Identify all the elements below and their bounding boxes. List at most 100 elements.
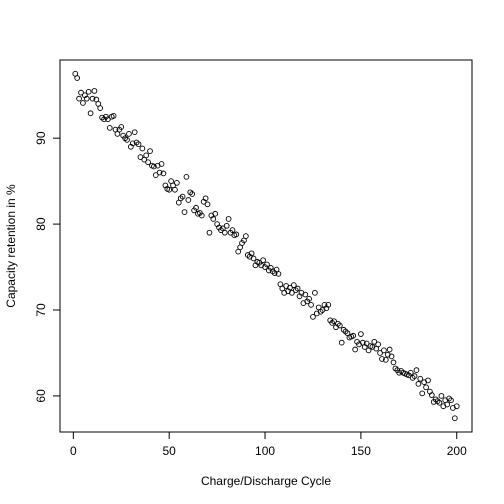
point bbox=[250, 255, 257, 262]
point bbox=[110, 112, 117, 119]
point bbox=[91, 88, 98, 94]
y-tick-label: 60 bbox=[34, 389, 48, 403]
point bbox=[76, 95, 82, 102]
point bbox=[223, 222, 230, 229]
point bbox=[275, 271, 282, 277]
point bbox=[413, 367, 420, 373]
y-tick-label: 90 bbox=[34, 131, 48, 145]
point bbox=[243, 233, 249, 239]
point bbox=[451, 415, 458, 422]
point bbox=[436, 399, 443, 406]
point bbox=[388, 353, 395, 360]
point bbox=[386, 346, 393, 353]
y-tick-label: 80 bbox=[34, 217, 48, 231]
point bbox=[181, 209, 188, 215]
point bbox=[89, 95, 96, 102]
point bbox=[145, 159, 151, 166]
plot-box bbox=[59, 59, 473, 433]
x-tick-label: 150 bbox=[351, 444, 371, 458]
point bbox=[382, 356, 389, 363]
point bbox=[325, 301, 332, 308]
point bbox=[193, 204, 199, 211]
point bbox=[183, 173, 190, 180]
point bbox=[210, 216, 217, 222]
point bbox=[166, 186, 173, 193]
point bbox=[229, 227, 236, 233]
point bbox=[289, 289, 295, 296]
point bbox=[126, 131, 132, 137]
point bbox=[444, 401, 451, 408]
point bbox=[221, 229, 228, 236]
point bbox=[147, 148, 153, 154]
point bbox=[139, 145, 146, 152]
point bbox=[85, 88, 92, 95]
point bbox=[358, 331, 364, 337]
point bbox=[302, 291, 309, 298]
point bbox=[375, 341, 381, 348]
x-axis-label: Charge/Discharge Cycle bbox=[201, 474, 331, 488]
point bbox=[379, 356, 385, 362]
point bbox=[160, 170, 167, 177]
point bbox=[248, 250, 255, 257]
point bbox=[189, 191, 196, 197]
point bbox=[206, 229, 213, 236]
x-tick-label: 200 bbox=[447, 444, 467, 458]
point bbox=[137, 154, 144, 160]
point bbox=[308, 301, 314, 308]
point bbox=[97, 105, 104, 111]
point bbox=[306, 295, 312, 302]
x-tick-label: 100 bbox=[255, 444, 275, 458]
point bbox=[260, 257, 266, 264]
point bbox=[83, 95, 90, 102]
point bbox=[310, 314, 316, 320]
point bbox=[78, 89, 84, 96]
point bbox=[156, 169, 163, 176]
point bbox=[338, 339, 345, 346]
point bbox=[294, 285, 301, 292]
point bbox=[151, 163, 157, 170]
point bbox=[331, 318, 337, 325]
point bbox=[131, 129, 138, 136]
point bbox=[87, 110, 94, 117]
point bbox=[179, 193, 186, 200]
point bbox=[290, 282, 297, 288]
point bbox=[233, 231, 240, 238]
point bbox=[407, 369, 414, 376]
point bbox=[363, 340, 370, 347]
point bbox=[371, 338, 378, 345]
point bbox=[453, 403, 460, 410]
point bbox=[198, 212, 205, 219]
point bbox=[185, 197, 192, 203]
point bbox=[212, 210, 219, 217]
y-axis-label: Capacity retention in % bbox=[4, 184, 18, 308]
x-tick-label: 50 bbox=[163, 444, 177, 458]
point bbox=[390, 359, 397, 366]
point bbox=[415, 381, 422, 387]
point bbox=[204, 201, 211, 208]
point bbox=[411, 373, 418, 380]
point bbox=[225, 216, 232, 222]
point bbox=[74, 75, 81, 81]
point bbox=[158, 161, 165, 167]
point bbox=[135, 141, 142, 148]
y-tick-label: 70 bbox=[34, 303, 48, 317]
point bbox=[104, 116, 111, 123]
point bbox=[419, 390, 426, 397]
point bbox=[377, 350, 383, 356]
point bbox=[152, 172, 159, 178]
point bbox=[417, 375, 424, 382]
point bbox=[336, 322, 343, 329]
point bbox=[80, 100, 86, 106]
point bbox=[202, 195, 209, 202]
point bbox=[381, 347, 387, 354]
point bbox=[352, 346, 358, 353]
point bbox=[287, 284, 293, 291]
point bbox=[124, 137, 130, 143]
point bbox=[174, 180, 180, 186]
point bbox=[425, 377, 431, 384]
point bbox=[106, 125, 113, 131]
point bbox=[264, 261, 270, 268]
point bbox=[423, 384, 429, 391]
